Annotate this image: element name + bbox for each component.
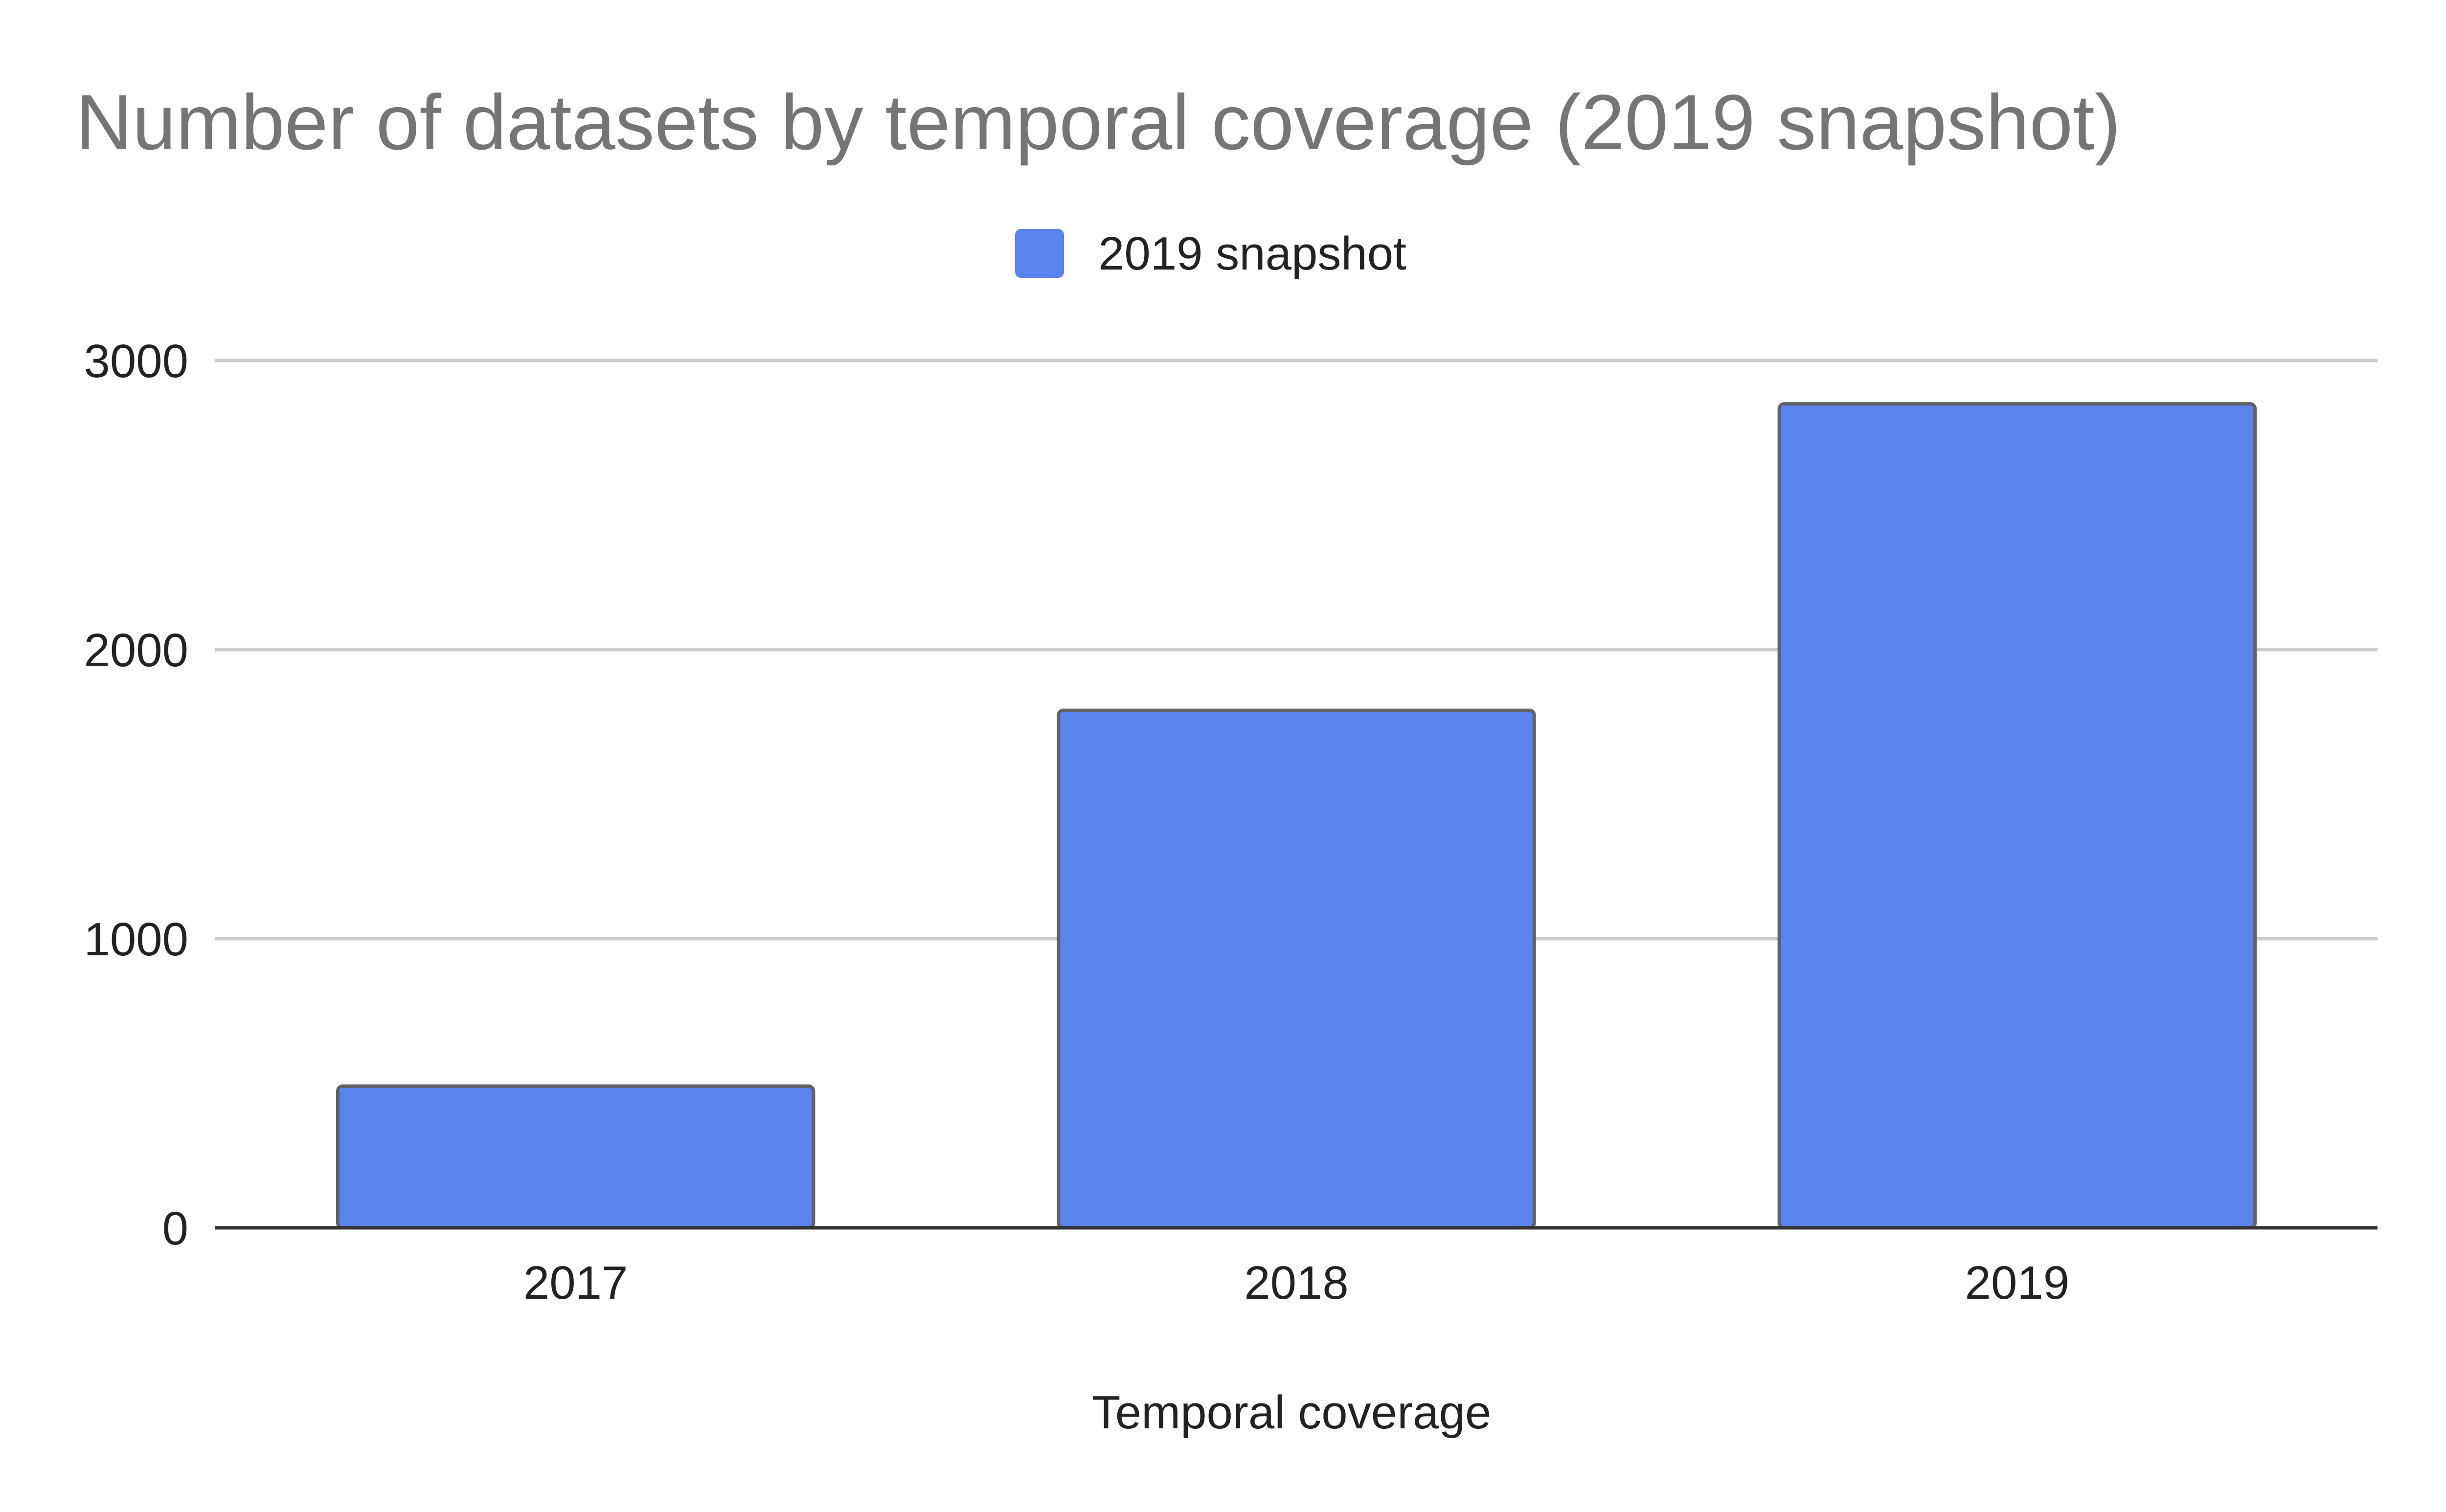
bars bbox=[215, 402, 2378, 1230]
bar-2018 bbox=[1057, 708, 1536, 1230]
y-axis-ticks: 0 1000 2000 3000 bbox=[84, 335, 188, 1255]
y-tick-label: 0 bbox=[162, 1202, 188, 1255]
bar-2017 bbox=[336, 1084, 815, 1230]
legend: 2019 snapshot bbox=[1015, 227, 1406, 280]
x-tick-label: 2019 bbox=[1965, 1257, 2070, 1309]
y-tick-label: 3000 bbox=[84, 335, 188, 387]
chart-title: Number of datasets by temporal coverage … bbox=[76, 78, 2121, 166]
y-tick-label: 1000 bbox=[84, 913, 188, 966]
legend-swatch bbox=[1015, 229, 1064, 278]
x-tick-label: 2017 bbox=[523, 1257, 628, 1309]
y-tick-label: 2000 bbox=[84, 624, 188, 677]
x-axis-ticks: 2017 2018 2019 bbox=[523, 1257, 2069, 1309]
x-tick-label: 2018 bbox=[1244, 1257, 1349, 1309]
bar-2019 bbox=[1777, 402, 2257, 1230]
legend-label: 2019 snapshot bbox=[1098, 227, 1406, 280]
x-axis-title: Temporal coverage bbox=[1092, 1386, 1491, 1439]
